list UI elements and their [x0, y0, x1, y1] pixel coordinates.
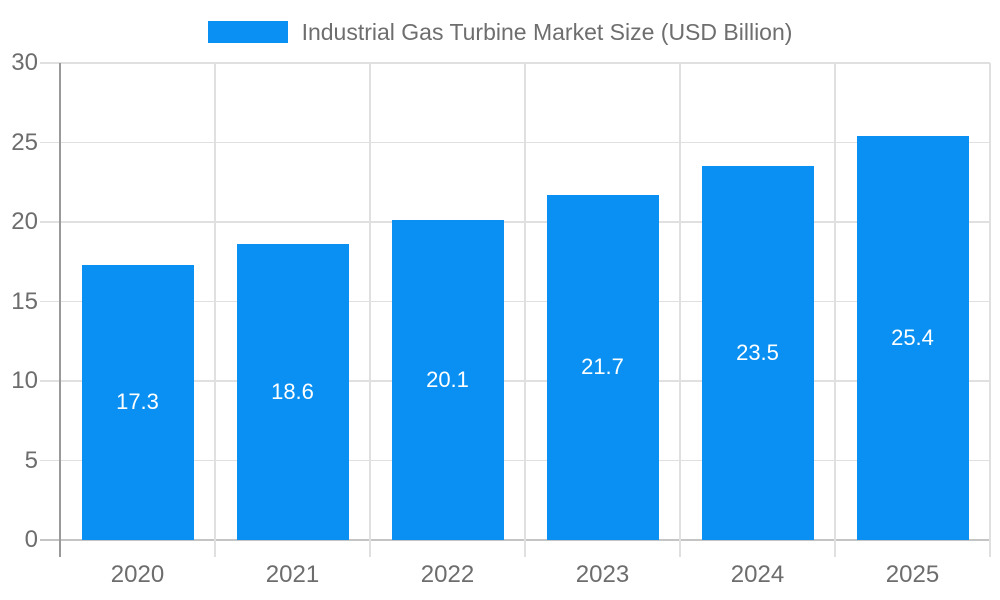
x-tick-label: 2023 [575, 561, 630, 588]
x-gridline [214, 63, 216, 557]
x-gridline [834, 63, 836, 557]
y-gridline [40, 300, 990, 303]
bar-value-label: 21.7 [581, 354, 624, 380]
legend-swatch [207, 21, 288, 43]
bar-2024 [701, 166, 814, 540]
bar-value-label: 17.3 [116, 389, 159, 415]
bar-2023 [546, 194, 659, 540]
x-tick-label: 2024 [730, 561, 785, 588]
bar-2020 [81, 264, 194, 540]
y-tick-label: 15 [11, 287, 38, 315]
y-gridline [40, 380, 990, 382]
x-tick-label: 2021 [265, 561, 320, 588]
baseline-gridline [40, 539, 990, 541]
x-gridline [524, 63, 526, 557]
bar-value-label: 23.5 [736, 340, 779, 366]
y-gridline [40, 459, 990, 462]
x-tick-label: 2025 [885, 561, 940, 588]
chart-legend: Industrial Gas Turbine Market Size (USD … [0, 14, 1000, 50]
x-gridline [989, 63, 991, 557]
y-tick-label: 5 [24, 446, 38, 474]
x-tick-label: 2020 [110, 561, 165, 588]
bar-value-label: 25.4 [891, 325, 934, 351]
y-tick-label: 25 [11, 128, 38, 156]
y-tick-label: 30 [11, 49, 38, 76]
bar-2021 [236, 244, 349, 540]
legend-label: Industrial Gas Turbine Market Size (USD … [301, 18, 793, 45]
bar-value-label: 20.1 [426, 367, 469, 393]
y-gridline [40, 62, 990, 64]
y-tick-label: 10 [11, 367, 38, 394]
y-axis-line [59, 63, 61, 557]
bar-value-label: 18.6 [271, 379, 314, 405]
y-tick-label: 20 [11, 208, 38, 235]
x-tick-label: 2022 [420, 561, 475, 588]
bar-2022 [391, 220, 504, 540]
x-gridline [679, 63, 681, 557]
y-tick-label: 0 [24, 526, 38, 553]
bar-2025 [856, 136, 969, 540]
x-gridline [369, 63, 371, 557]
y-gridline [40, 141, 990, 144]
y-gridline [40, 221, 990, 223]
